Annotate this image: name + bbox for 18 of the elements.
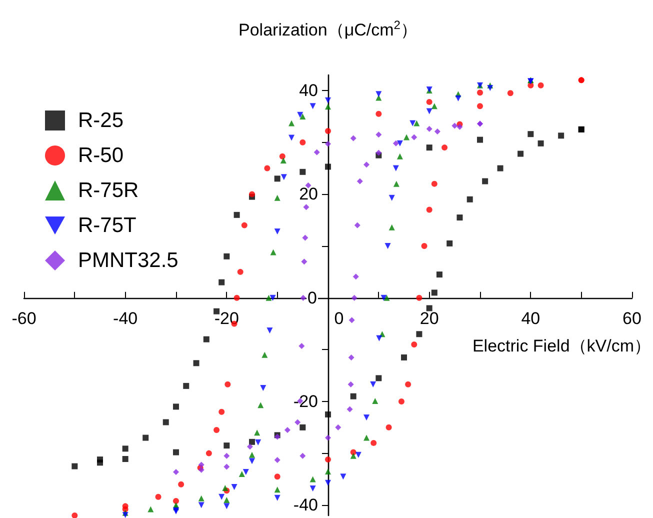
y-tick-label: -20 bbox=[293, 392, 318, 411]
y-tick-label: -40 bbox=[293, 496, 318, 515]
x-tick-label: -20 bbox=[214, 308, 239, 328]
legend-label: PMNT32.5 bbox=[78, 249, 178, 272]
legend-label: R-50 bbox=[78, 144, 124, 167]
legend-label: R-25 bbox=[78, 109, 124, 132]
x-tick-label: -60 bbox=[12, 308, 36, 328]
legend-label: R-75R bbox=[78, 179, 139, 202]
x-tick-label: 20 bbox=[420, 308, 439, 328]
x-tick-label: 60 bbox=[622, 308, 642, 328]
x-tick-label: 0 bbox=[334, 308, 344, 328]
x-axis-title: Electric Field（kV/cm） bbox=[472, 336, 651, 356]
y-tick-label: 0 bbox=[308, 288, 317, 308]
y-tick-label: 20 bbox=[299, 184, 318, 204]
x-tick-label: -40 bbox=[113, 308, 138, 328]
x-tick-label: 40 bbox=[521, 308, 540, 328]
y-tick-label: 40 bbox=[299, 81, 318, 100]
legend-label: R-75T bbox=[78, 214, 137, 237]
